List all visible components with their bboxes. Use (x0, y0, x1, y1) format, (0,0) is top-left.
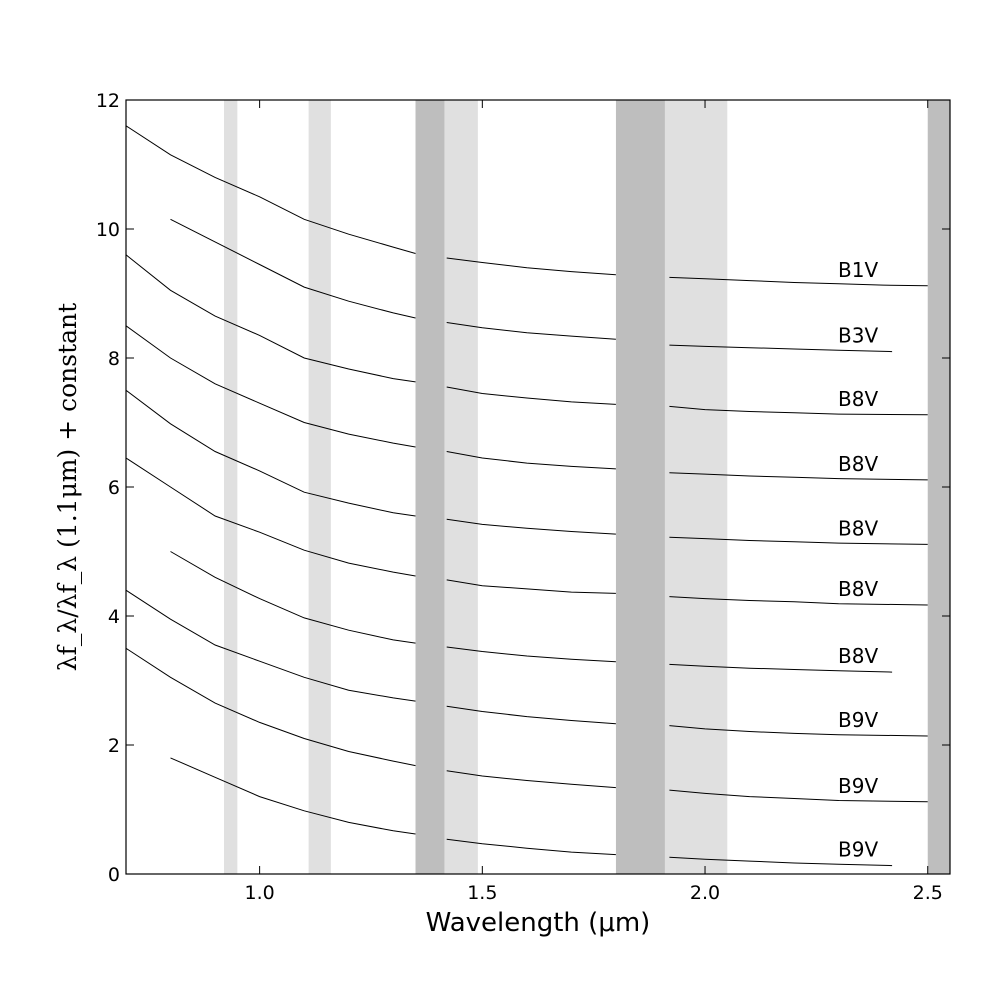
x-axis-ticks: 1.0 1.5 2.0 2.5 (245, 100, 943, 904)
series-label-4: B8V (838, 516, 878, 540)
series-label-9: B9V (838, 838, 878, 862)
y-tick-label-3: 6 (108, 477, 120, 499)
y-tick-label-2: 4 (108, 606, 120, 628)
y-tick-label-4: 8 (108, 348, 120, 370)
telluric-bands (223, 100, 950, 874)
spectrum-line-4 (125, 389, 928, 545)
series-label-6: B8V (838, 644, 878, 668)
series-label-2: B8V (838, 387, 878, 411)
shaded-band-0 (223, 100, 238, 874)
shaded-band-6 (927, 100, 950, 874)
spectrum-line-3 (125, 325, 928, 481)
spectrum-line-0 (125, 125, 928, 287)
shaded-band-1 (308, 100, 331, 874)
series-label-8: B9V (838, 774, 878, 798)
x-tick-label-0: 1.0 (245, 882, 275, 904)
y-tick-label-0: 0 (108, 864, 120, 886)
y-tick-label-1: 2 (108, 735, 120, 757)
series-label-7: B9V (838, 708, 878, 732)
y-axis-ticks: 0 2 4 6 8 10 12 (96, 90, 950, 886)
y-tick-label-5: 10 (96, 219, 120, 241)
x-tick-label-2: 2.0 (690, 882, 720, 904)
shaded-band-3 (444, 100, 478, 874)
spectrum-line-7 (125, 589, 928, 737)
spectrum-line-8 (125, 647, 928, 803)
series-label-1: B3V (838, 324, 878, 348)
series-labels: B1V B3V B8V B8V B8V B8V B8V B9V B9V B9V (838, 258, 878, 862)
spectrum-line-6 (170, 551, 893, 673)
series-label-3: B8V (838, 452, 878, 476)
shaded-band-5 (664, 100, 728, 874)
spectrum-line-2 (125, 254, 928, 416)
shaded-band-4 (615, 100, 665, 874)
spectrum-line-1 (170, 218, 893, 353)
spectra-series (125, 125, 928, 867)
y-axis-label: λf_λ/λf_λ (1.1μm) + constant (53, 303, 82, 671)
x-tick-label-1: 1.5 (467, 882, 497, 904)
spectrum-line-9 (170, 757, 893, 867)
spectrum-line-5 (125, 457, 928, 606)
x-axis-label: Wavelength (μm) (426, 908, 651, 938)
series-label-5: B8V (838, 577, 878, 601)
series-label-0: B1V (838, 258, 878, 282)
shaded-band-2 (415, 100, 445, 874)
x-tick-label-3: 2.5 (913, 882, 943, 904)
plot-frame (125, 99, 951, 875)
y-tick-label-6: 12 (96, 90, 120, 112)
